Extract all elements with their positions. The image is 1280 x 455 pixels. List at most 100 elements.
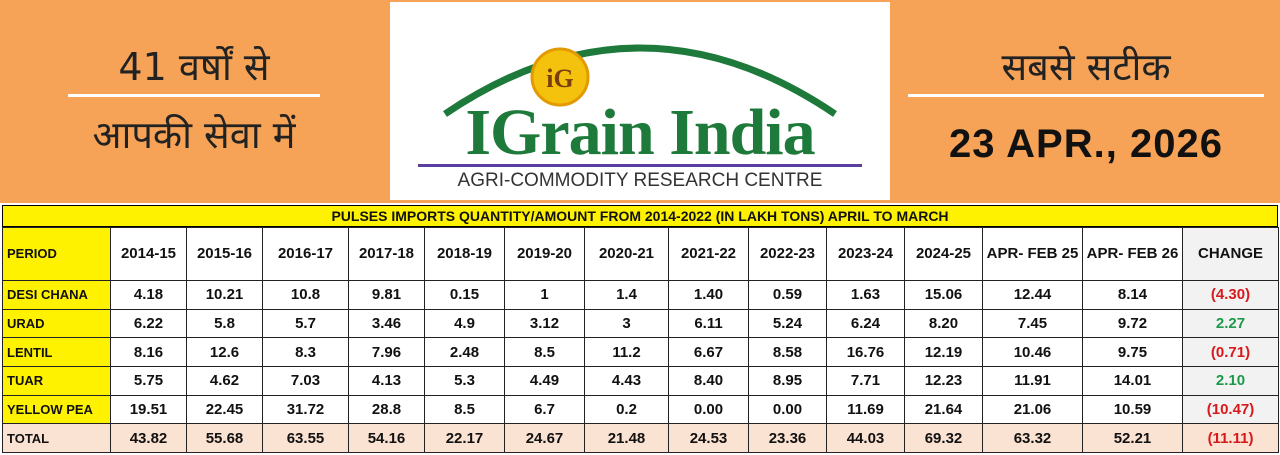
table-cell: 12.23 (904, 365, 983, 396)
header-year: 2017-18 (348, 227, 425, 281)
change-cell: 2.27 (1182, 308, 1279, 339)
table-cell: 0.15 (424, 280, 505, 310)
total-row: TOTAL 43.82 55.68 63.55 54.16 22.17 24.67 21.48… (2, 423, 1279, 453)
table-cell: 4.49 (504, 365, 585, 396)
table-cell: 6.67 (668, 337, 749, 367)
table-cell: 11.69 (826, 394, 905, 425)
table-cell: 10.21 (186, 280, 263, 310)
header-year: 2015-16 (186, 227, 263, 281)
table-row: DESI CHANA 4.18 10.21 10.8 9.81 0.15 1 1.4 1.40 0… (2, 280, 1279, 310)
logo-arc-icon: iG (443, 44, 837, 117)
slogan-divider (68, 94, 320, 97)
table-cell: 11.2 (584, 337, 669, 367)
table-cell: 8.16 (110, 337, 187, 367)
brand-tagline: AGRI-COMMODITY RESEARCH CENTRE (457, 170, 823, 191)
change-cell: (4.30) (1182, 280, 1279, 310)
table-cell: 9.81 (348, 280, 425, 310)
table-cell: 5.24 (748, 308, 827, 339)
table-cell: 24.67 (504, 423, 585, 453)
table-cell: 69.32 (904, 423, 983, 453)
table-header-row: PERIOD 2014-15 2015-16 2016-17 2017-18 2018-1… (2, 227, 1279, 281)
logo-panel: iG IGrain India AGRI-COMMODITY RESEARCH … (390, 2, 890, 200)
table-row: YELLOW PEA 19.51 22.45 31.72 28.8 8.5 6.7 0.2 0.… (2, 394, 1279, 425)
table-cell: 8.3 (262, 337, 349, 367)
row-label: TUAR (2, 365, 111, 396)
right-slogan-panel: सबसे सटीक 23 APR., 2026 (892, 0, 1280, 203)
header-year: 2016-17 (262, 227, 349, 281)
table-cell: 9.72 (1082, 308, 1183, 339)
report-date: 23 APR., 2026 (949, 122, 1223, 166)
table-cell: 44.03 (826, 423, 905, 453)
row-label: LENTIL (2, 337, 111, 367)
table-cell: 63.32 (982, 423, 1083, 453)
table-cell: 12.6 (186, 337, 263, 367)
row-label: TOTAL (2, 423, 111, 453)
table-cell: 5.8 (186, 308, 263, 339)
table-cell: 8.5 (504, 337, 585, 367)
table-cell: 22.17 (424, 423, 505, 453)
table-cell: 5.75 (110, 365, 187, 396)
table-cell: 4.43 (584, 365, 669, 396)
table-cell: 8.5 (424, 394, 505, 425)
header-year: 2014-15 (110, 227, 187, 281)
table-cell: 15.06 (904, 280, 983, 310)
table-cell: 7.96 (348, 337, 425, 367)
pulses-import-table: PERIOD 2014-15 2015-16 2016-17 2017-18 2018-1… (2, 227, 1279, 453)
table-row: URAD 6.22 5.8 5.7 3.46 4.9 3.12 3 6.11 5.24 6.24 8.… (2, 308, 1279, 339)
table-cell: 23.36 (748, 423, 827, 453)
header-year: APR- FEB 25 (982, 227, 1083, 281)
row-label: URAD (2, 308, 111, 339)
table-cell: 4.9 (424, 308, 505, 339)
table-row: TUAR 5.75 4.62 7.03 4.13 5.3 4.49 4.43 8.40 8.95 7… (2, 365, 1279, 396)
table-cell: 3.46 (348, 308, 425, 339)
table-cell: 8.95 (748, 365, 827, 396)
table-cell: 1.63 (826, 280, 905, 310)
table-cell: 8.14 (1082, 280, 1183, 310)
pulses-import-table-section: PULSES IMPORTS QUANTITY/AMOUNT FROM 2014… (0, 205, 1280, 455)
table-cell: 1 (504, 280, 585, 310)
change-cell: (0.71) (1182, 337, 1279, 367)
change-cell: (11.11) (1182, 423, 1279, 453)
row-label: YELLOW PEA (2, 394, 111, 425)
table-cell: 2.48 (424, 337, 505, 367)
table-cell: 7.45 (982, 308, 1083, 339)
table-cell: 8.58 (748, 337, 827, 367)
table-cell: 1.40 (668, 280, 749, 310)
change-cell: 2.10 (1182, 365, 1279, 396)
header-year: 2018-19 (424, 227, 505, 281)
left-slogan-panel: 41 वर्षों से आपकी सेवा में (0, 0, 388, 203)
header-year: 2019-20 (504, 227, 585, 281)
svg-text:iG: iG (546, 64, 573, 93)
table-cell: 0.00 (748, 394, 827, 425)
table-cell: 7.71 (826, 365, 905, 396)
table-cell: 52.21 (1082, 423, 1183, 453)
table-cell: 5.7 (262, 308, 349, 339)
table-cell: 5.3 (424, 365, 505, 396)
header-year: 2020-21 (584, 227, 669, 281)
header-year: 2024-25 (904, 227, 983, 281)
table-cell: 21.06 (982, 394, 1083, 425)
table-cell: 10.59 (1082, 394, 1183, 425)
table-cell: 4.18 (110, 280, 187, 310)
table-cell: 63.55 (262, 423, 349, 453)
table-cell: 10.8 (262, 280, 349, 310)
table-cell: 28.8 (348, 394, 425, 425)
table-cell: 6.7 (504, 394, 585, 425)
table-cell: 8.20 (904, 308, 983, 339)
table-cell: 3 (584, 308, 669, 339)
table-cell: 1.4 (584, 280, 669, 310)
table-cell: 14.01 (1082, 365, 1183, 396)
table-cell: 12.44 (982, 280, 1083, 310)
table-cell: 55.68 (186, 423, 263, 453)
row-label: DESI CHANA (2, 280, 111, 310)
header-year: 2021-22 (668, 227, 749, 281)
slogan-years: 41 वर्षों से (118, 45, 270, 89)
header-period: PERIOD (2, 227, 111, 281)
table-cell: 6.11 (668, 308, 749, 339)
table-cell: 22.45 (186, 394, 263, 425)
slogan-accurate: सबसे सटीक (1001, 45, 1171, 89)
table-cell: 6.22 (110, 308, 187, 339)
brand-name: IGrain India (465, 96, 815, 169)
header-year: APR- FEB 26 (1082, 227, 1183, 281)
table-cell: 21.64 (904, 394, 983, 425)
